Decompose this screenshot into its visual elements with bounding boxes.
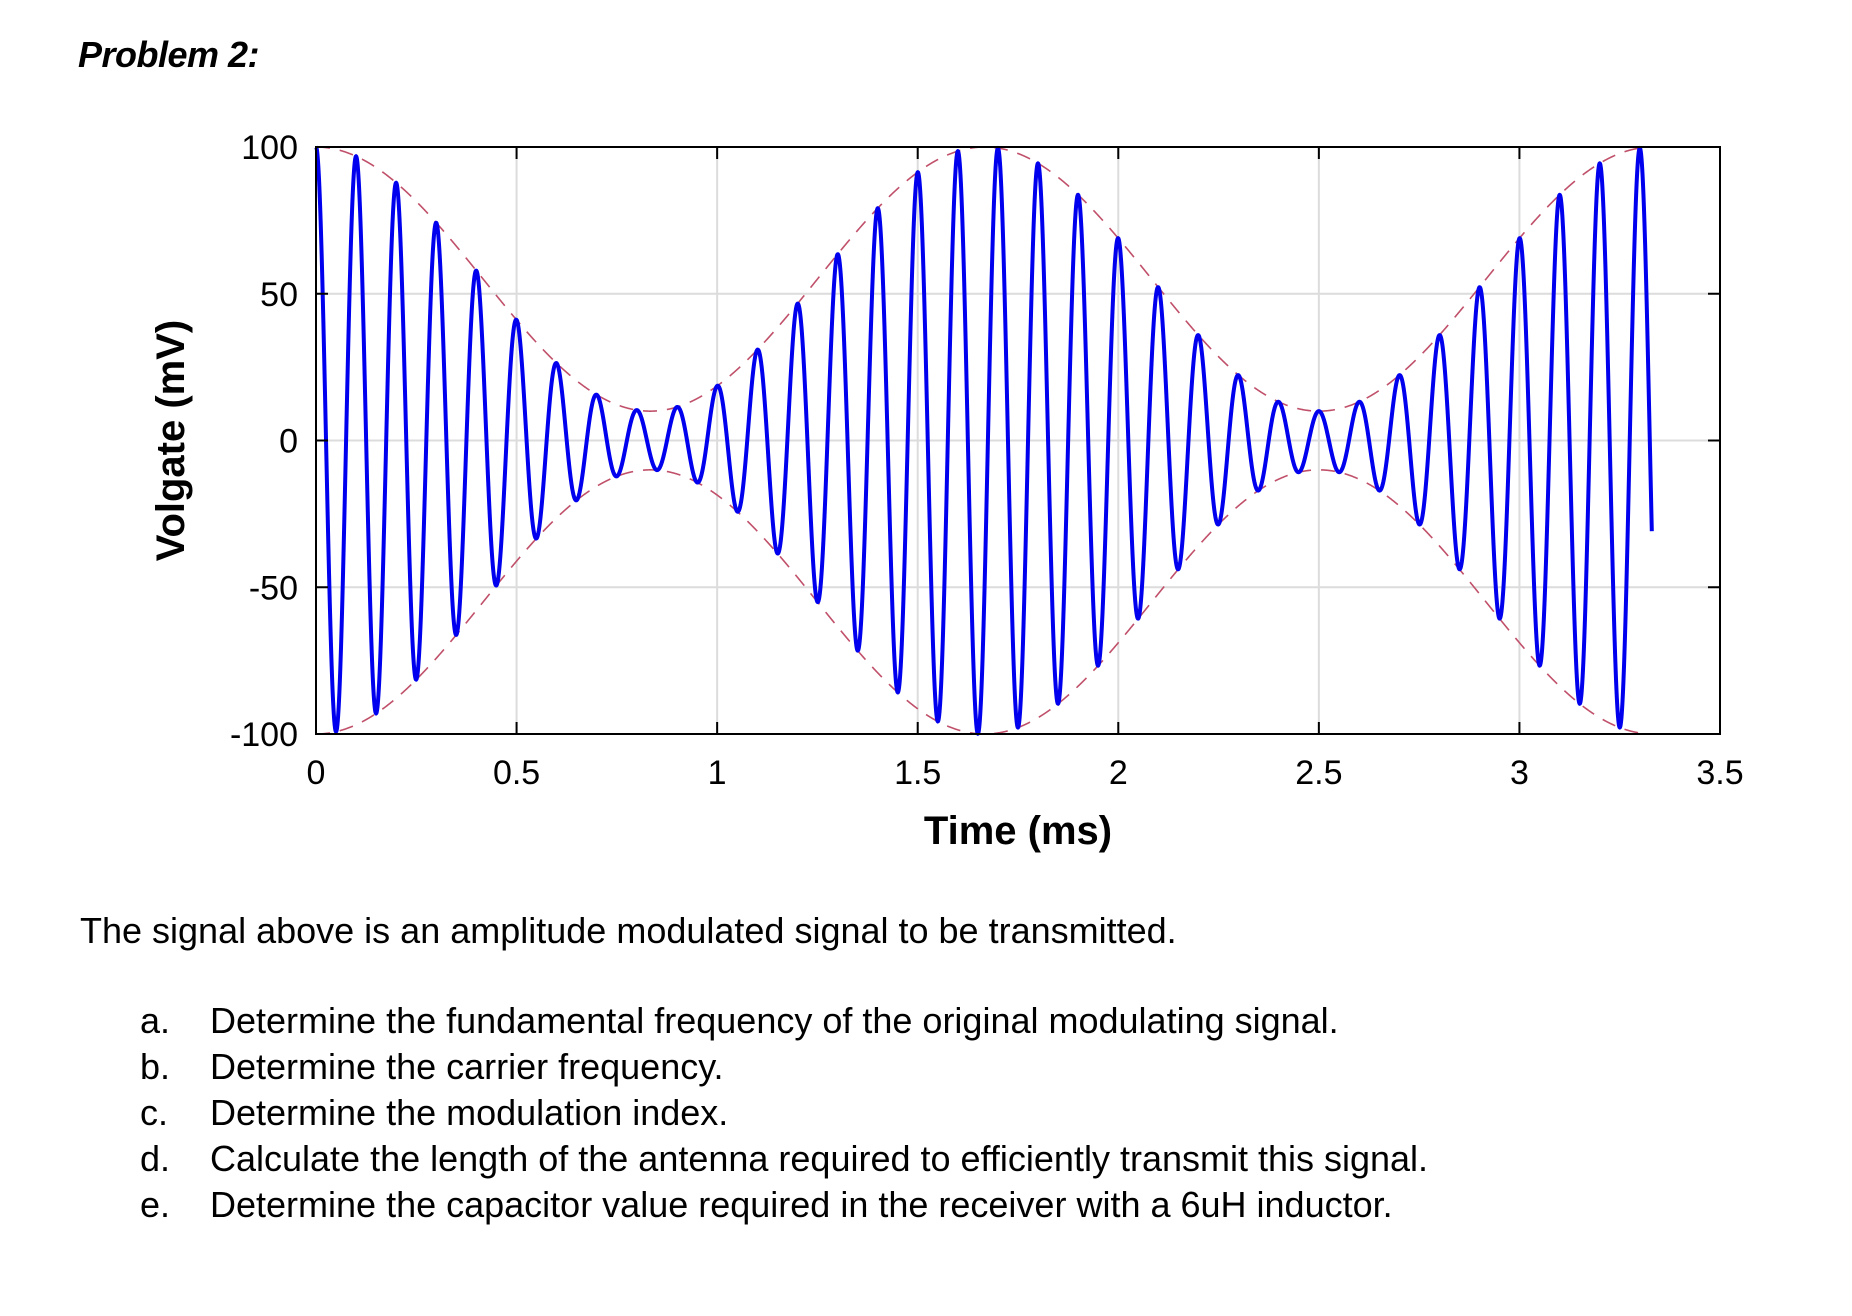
- am-signal-line: [314, 145, 1654, 736]
- x-axis-label: Time (ms): [924, 809, 1112, 853]
- question-item-d: d. Calculate the length of the antenna r…: [140, 1136, 1428, 1182]
- question-item-b: b. Determine the carrier frequency.: [140, 1044, 1428, 1090]
- y-axis-label: Volgate (mV): [149, 320, 193, 562]
- question-item-a: a. Determine the fundamental frequency o…: [140, 998, 1428, 1044]
- question-item-e: e. Determine the capacitor value require…: [140, 1182, 1428, 1228]
- x-tick-labels: 0 0.5 1 1.5 2 2.5 3 3.5: [307, 754, 1744, 792]
- x-tick-label: 3.5: [1696, 754, 1743, 792]
- question-text: Determine the capacitor value required i…: [210, 1184, 1393, 1225]
- y-tick-label: -50: [249, 569, 298, 607]
- x-tick-label: 0: [307, 754, 326, 792]
- x-tick-label: 2.5: [1295, 754, 1342, 792]
- problem-statement: The signal above is an amplitude modulat…: [80, 910, 1177, 951]
- problem-heading: Problem 2:: [78, 34, 260, 75]
- y-tick-label: -100: [230, 716, 298, 754]
- y-tick-label: 50: [260, 276, 298, 314]
- question-text: Determine the carrier frequency.: [210, 1046, 724, 1087]
- y-tick-label: 0: [279, 423, 298, 461]
- x-tick-label: 2: [1109, 754, 1128, 792]
- x-tick-label: 1.5: [894, 754, 941, 792]
- signal-line-group: [314, 145, 1654, 736]
- am-signal-chart: 0 0.5 1 1.5 2 2.5 3 3.5 100 50 0 -50 -100 Time (ms)…: [149, 129, 1744, 853]
- question-marker: d.: [140, 1138, 171, 1179]
- question-text: Determine the modulation index.: [210, 1092, 729, 1133]
- question-marker: a.: [140, 1000, 171, 1041]
- question-marker: b.: [140, 1046, 171, 1087]
- question-marker: c.: [140, 1092, 169, 1133]
- x-tick-label: 3: [1510, 754, 1529, 792]
- question-item-c: c. Determine the modulation index.: [140, 1090, 1428, 1136]
- x-tick-label: 0.5: [493, 754, 540, 792]
- question-marker: e.: [140, 1184, 171, 1225]
- x-tick-label: 1: [708, 754, 727, 792]
- y-tick-labels: 100 50 0 -50 -100: [230, 129, 298, 754]
- question-text: Determine the fundamental frequency of t…: [210, 1000, 1339, 1041]
- y-tick-label: 100: [241, 129, 298, 167]
- question-list: a. Determine the fundamental frequency o…: [140, 998, 1428, 1228]
- axis-ticks: [315, 146, 1721, 735]
- question-text: Calculate the length of the antenna requ…: [210, 1138, 1429, 1179]
